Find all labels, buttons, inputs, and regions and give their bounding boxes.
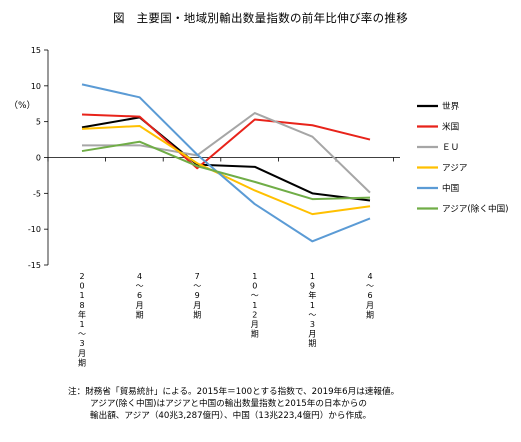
footnote-line-2: アジア(除く中国)はアジアと中国の輸出数量指数と2015年の日本からの — [90, 399, 367, 409]
x-tick-label: 1 0 ～ 1 2 月期 — [251, 272, 259, 339]
y-tick-label: -5 — [33, 189, 41, 198]
x-tick-label: 7 ～ 9 月期 — [193, 272, 201, 319]
legend-label: ＥＵ — [442, 143, 459, 153]
footnote-line-1: 注：財務省「貿易統計」による。2015年＝100とする指数で、2019年6月は速… — [68, 387, 400, 397]
y-tick-label: 10 — [31, 82, 41, 91]
x-tick-label: 2 0 1 8 年 1 ～ 3 月期 — [78, 272, 86, 367]
series-line — [81, 116, 371, 202]
legend-label: 米国 — [442, 121, 459, 133]
series-line — [81, 124, 371, 216]
y-tick-label: -10 — [28, 225, 41, 234]
y-tick-label: 5 — [36, 118, 41, 127]
series-line — [81, 113, 371, 170]
x-tick-label: 1 9 年 1 ～ 3 月期 — [308, 272, 316, 348]
legend-label: アジア — [442, 164, 467, 174]
series-line — [81, 83, 371, 243]
legend-label: 中国 — [442, 182, 459, 194]
footnote-line-3: 輸出額、アジア（40兆3,287億円）、中国（13兆223,4億円）から作成。 — [90, 411, 372, 421]
y-tick-label: 15 — [31, 46, 41, 55]
legend-label: アジア(除く中国) — [442, 203, 509, 215]
chart-title: 図 主要国・地域別輸出数量指数の前年比伸び率の推移 — [113, 11, 408, 25]
series-line — [81, 140, 371, 201]
y-tick-label: 0 — [36, 154, 41, 163]
y-axis-unit: （%） — [9, 101, 36, 111]
legend-label: 世界 — [442, 100, 460, 112]
y-tick-label: -15 — [28, 261, 41, 270]
series-line — [82, 112, 371, 194]
footnote: 注：財務省「貿易統計」による。2015年＝100とする指数で、2019年6月は速… — [68, 386, 399, 422]
x-tick-label: 4 ～ 6 月期 — [366, 272, 374, 319]
x-tick-label: 4 ～ 6 月期 — [136, 272, 144, 319]
